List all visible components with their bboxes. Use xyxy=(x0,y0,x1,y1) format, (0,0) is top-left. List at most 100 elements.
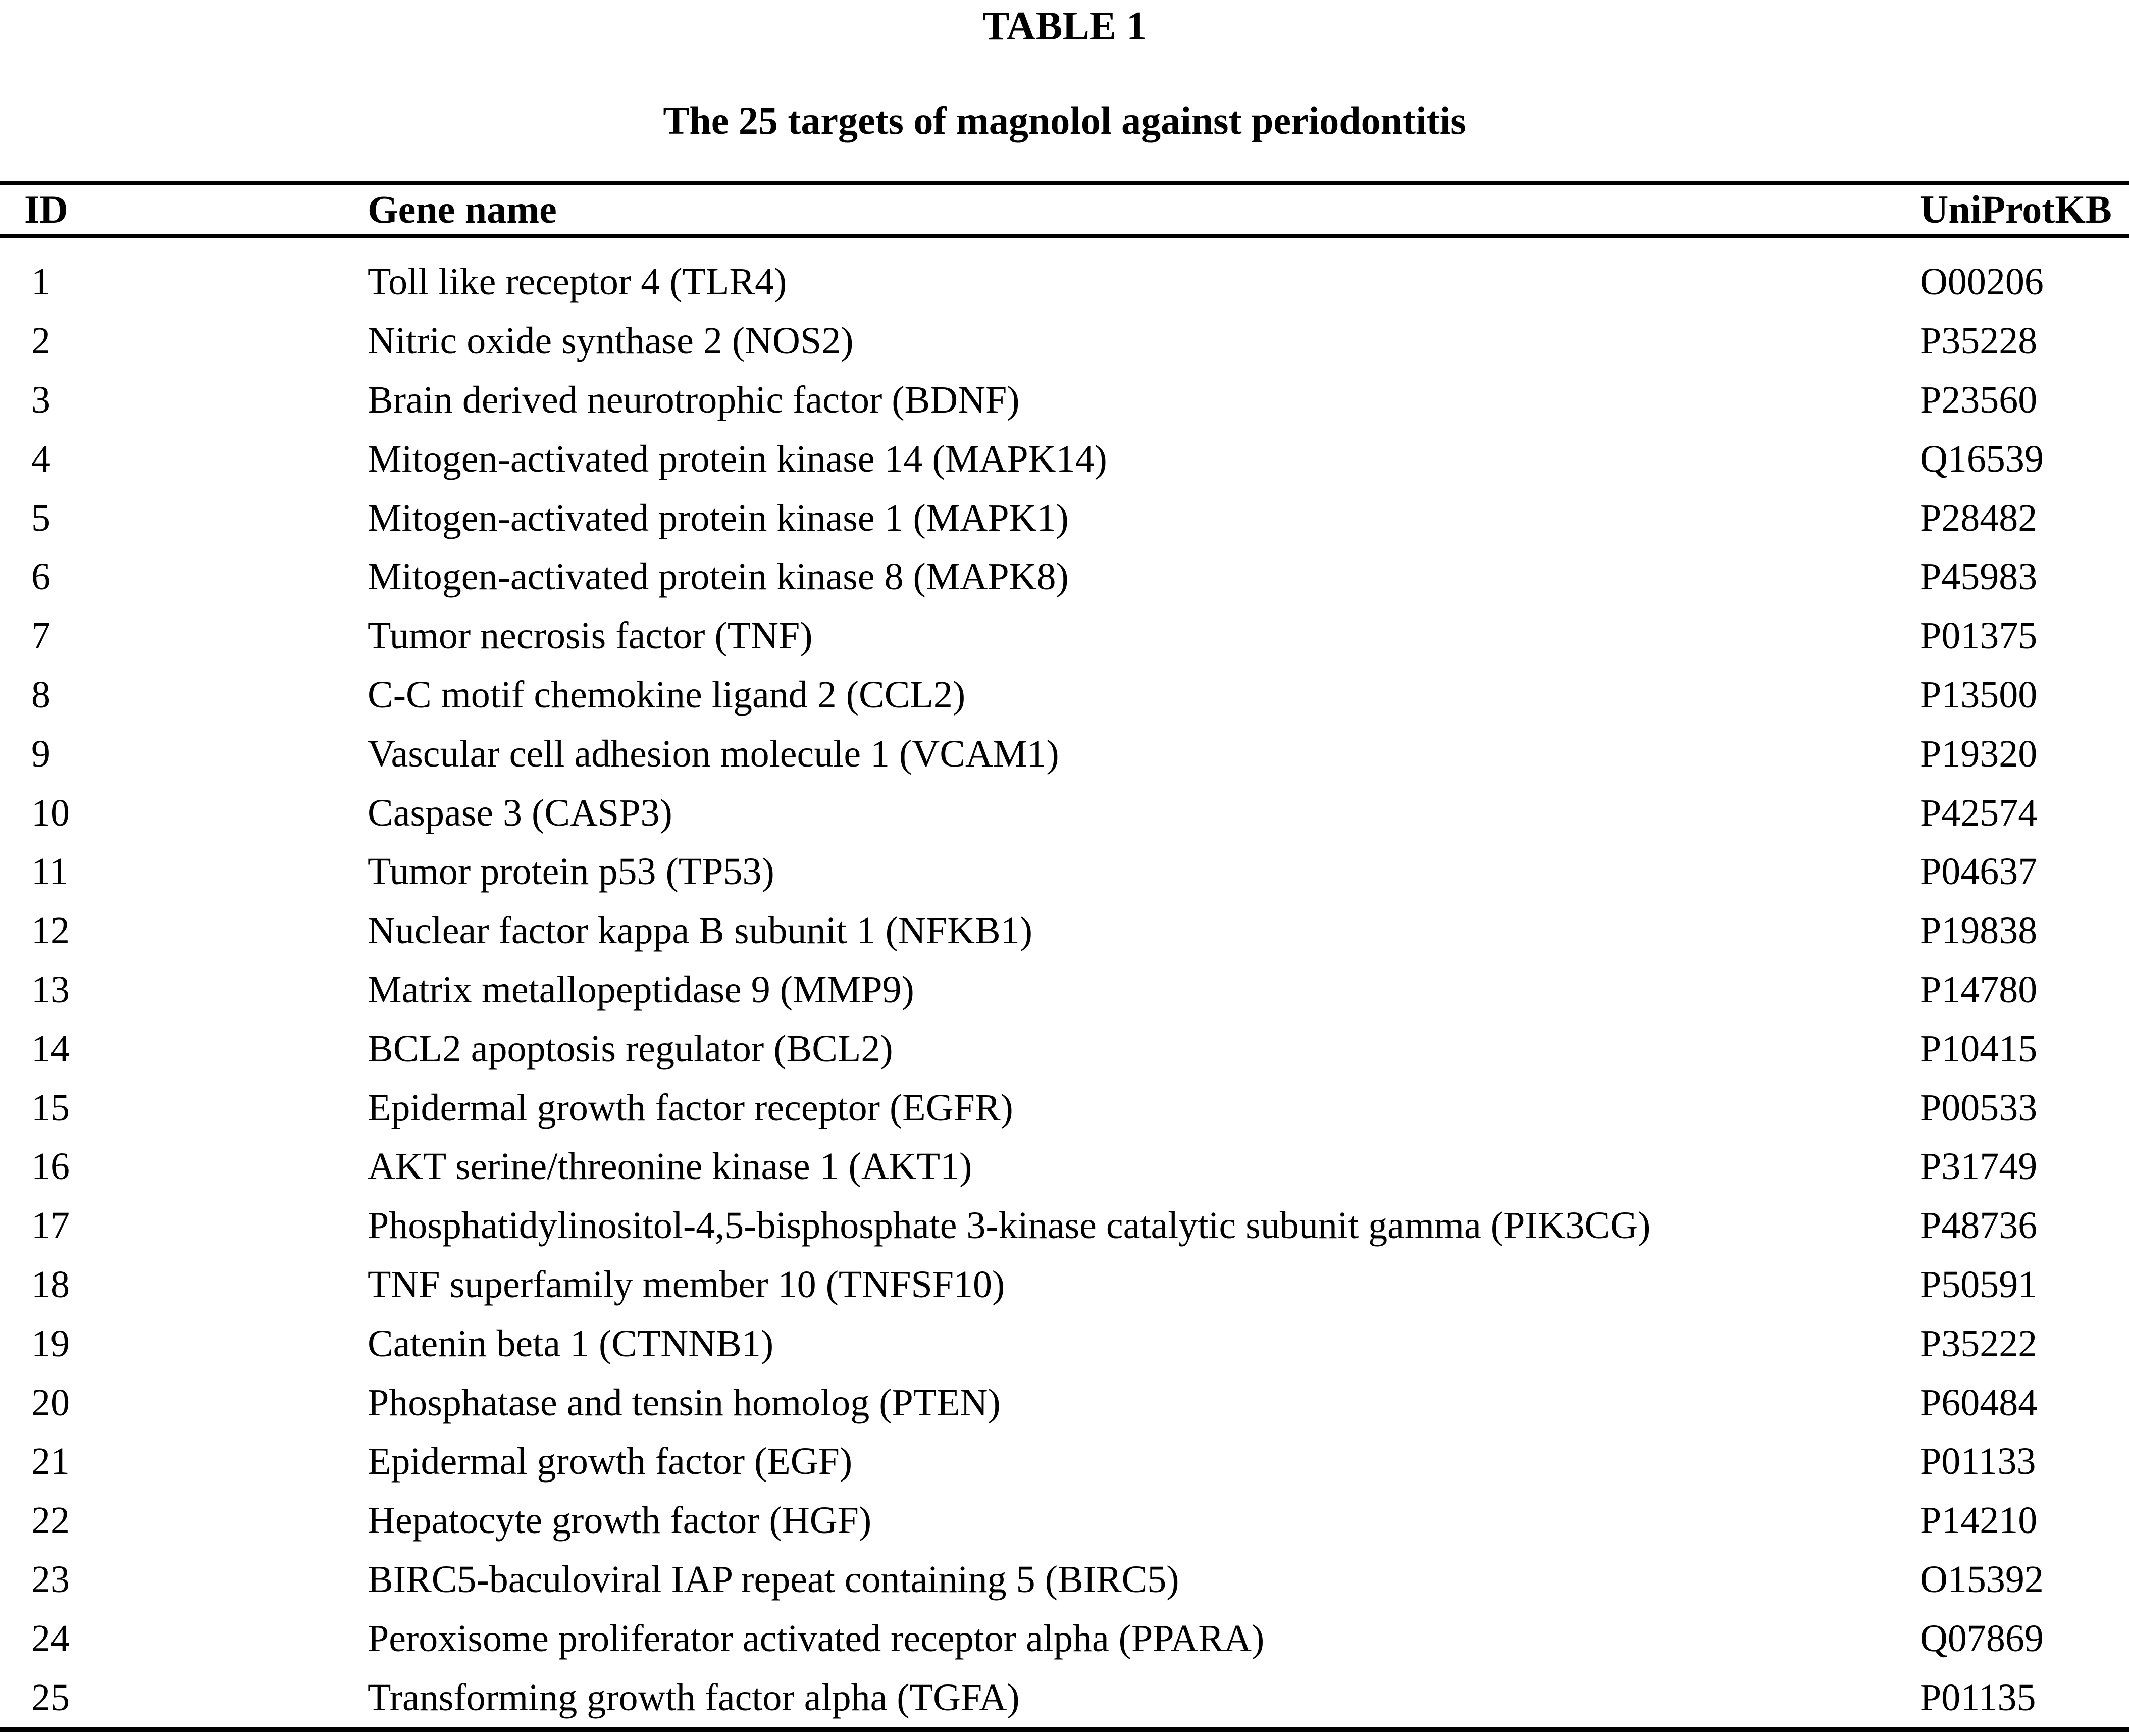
cell-gene-name: Brain derived neurotrophic factor (BDNF) xyxy=(368,378,1020,421)
table-bottom-rule xyxy=(0,1727,2129,1732)
cell-id: 6 xyxy=(31,555,50,598)
cell-uniprotkb: P14210 xyxy=(1920,1499,2038,1542)
cell-id: 24 xyxy=(31,1617,70,1660)
cell-id: 7 xyxy=(31,615,50,657)
cell-id: 23 xyxy=(31,1558,70,1601)
cell-id: 5 xyxy=(31,496,50,539)
cell-gene-name: Epidermal growth factor (EGF) xyxy=(368,1440,853,1483)
table-row: 24 Peroxisome proliferator activated rec… xyxy=(0,1609,2129,1668)
cell-uniprotkb: P50591 xyxy=(1920,1263,2038,1306)
cell-id: 4 xyxy=(31,437,50,480)
cell-id: 18 xyxy=(31,1263,70,1306)
cell-gene-name: AKT serine/threonine kinase 1 (AKT1) xyxy=(368,1145,972,1188)
cell-id: 11 xyxy=(31,850,69,893)
cell-id: 9 xyxy=(31,732,50,775)
table-row: 5 Mitogen-activated protein kinase 1 (MA… xyxy=(0,488,2129,547)
cell-uniprotkb: P35228 xyxy=(1920,320,2038,363)
cell-uniprotkb: P31749 xyxy=(1920,1145,2038,1188)
cell-gene-name: Nitric oxide synthase 2 (NOS2) xyxy=(368,320,854,363)
cell-uniprotkb: P19320 xyxy=(1920,732,2038,775)
table-row: 14 BCL2 apoptosis regulator (BCL2) P1041… xyxy=(0,1019,2129,1078)
cell-id: 17 xyxy=(31,1204,70,1247)
cell-id: 13 xyxy=(31,968,70,1011)
cell-id: 8 xyxy=(31,673,50,716)
table-row: 6 Mitogen-activated protein kinase 8 (MA… xyxy=(0,547,2129,606)
cell-uniprotkb: P01133 xyxy=(1920,1440,2036,1483)
cell-gene-name: Toll like receptor 4 (TLR4) xyxy=(368,261,787,303)
table-row: 22 Hepatocyte growth factor (HGF) P14210 xyxy=(0,1491,2129,1550)
cell-gene-name: Tumor protein p53 (TP53) xyxy=(368,850,774,893)
cell-id: 15 xyxy=(31,1086,70,1129)
table-label: TABLE 1 xyxy=(982,4,1147,48)
cell-uniprotkb: O00206 xyxy=(1920,261,2044,303)
table-row: 10 Caspase 3 (CASP3) P42574 xyxy=(0,783,2129,842)
cell-gene-name: Mitogen-activated protein kinase 1 (MAPK… xyxy=(368,496,1069,539)
cell-id: 1 xyxy=(31,261,50,303)
cell-gene-name: Catenin beta 1 (CTNNB1) xyxy=(368,1322,774,1365)
cell-uniprotkb: P01375 xyxy=(1920,615,2038,657)
cell-id: 14 xyxy=(31,1027,70,1070)
cell-uniprotkb: P00533 xyxy=(1920,1086,2038,1129)
cell-gene-name: C-C motif chemokine ligand 2 (CCL2) xyxy=(368,673,966,716)
cell-gene-name: Nuclear factor kappa B subunit 1 (NFKB1) xyxy=(368,909,1033,952)
cell-uniprotkb: P04637 xyxy=(1920,850,2038,893)
cell-uniprotkb: P28482 xyxy=(1920,496,2038,539)
cell-uniprotkb: P14780 xyxy=(1920,968,2038,1011)
table-row: 12 Nuclear factor kappa B subunit 1 (NFK… xyxy=(0,901,2129,960)
cell-gene-name: Matrix metallopeptidase 9 (MMP9) xyxy=(368,968,914,1011)
table-row: 9 Vascular cell adhesion molecule 1 (VCA… xyxy=(0,724,2129,783)
cell-uniprotkb: P45983 xyxy=(1920,555,2038,598)
cell-id: 21 xyxy=(31,1440,70,1483)
cell-gene-name: Epidermal growth factor receptor (EGFR) xyxy=(368,1086,1013,1129)
table-row: 13 Matrix metallopeptidase 9 (MMP9) P147… xyxy=(0,960,2129,1019)
cell-uniprotkb: Q07869 xyxy=(1920,1617,2044,1660)
cell-id: 19 xyxy=(31,1322,70,1365)
column-header-uniprotkb: UniProtKB xyxy=(1920,187,2112,231)
cell-uniprotkb: P01135 xyxy=(1920,1676,2036,1719)
table-body: 1 Toll like receptor 4 (TLR4) O00206 2 N… xyxy=(0,252,2129,1727)
cell-gene-name: BIRC5-baculoviral IAP repeat containing … xyxy=(368,1558,1179,1601)
cell-id: 25 xyxy=(31,1676,70,1719)
table-row: 2 Nitric oxide synthase 2 (NOS2) P35228 xyxy=(0,312,2129,371)
table-header-row: ID Gene name UniProtKB xyxy=(0,185,2129,234)
cell-gene-name: Peroxisome proliferator activated recept… xyxy=(368,1617,1265,1660)
cell-gene-name: TNF superfamily member 10 (TNFSF10) xyxy=(368,1263,1005,1306)
cell-uniprotkb: O15392 xyxy=(1920,1558,2044,1601)
table-row: 15 Epidermal growth factor receptor (EGF… xyxy=(0,1078,2129,1137)
table-row: 4 Mitogen-activated protein kinase 14 (M… xyxy=(0,429,2129,488)
column-header-id: ID xyxy=(24,187,68,231)
cell-id: 3 xyxy=(31,378,50,421)
cell-gene-name: Caspase 3 (CASP3) xyxy=(368,791,672,834)
cell-id: 12 xyxy=(31,909,70,952)
cell-id: 10 xyxy=(31,791,70,834)
cell-id: 22 xyxy=(31,1499,70,1542)
table-caption: The 25 targets of magnolol against perio… xyxy=(663,98,1466,142)
cell-id: 20 xyxy=(31,1381,70,1424)
table-row: 16 AKT serine/threonine kinase 1 (AKT1) … xyxy=(0,1137,2129,1196)
cell-gene-name: Mitogen-activated protein kinase 14 (MAP… xyxy=(368,437,1107,480)
table-row: 1 Toll like receptor 4 (TLR4) O00206 xyxy=(0,252,2129,312)
cell-uniprotkb: P19838 xyxy=(1920,909,2038,952)
cell-uniprotkb: P35222 xyxy=(1920,1322,2038,1365)
table-row: 11 Tumor protein p53 (TP53) P04637 xyxy=(0,842,2129,901)
table-row: 21 Epidermal growth factor (EGF) P01133 xyxy=(0,1432,2129,1491)
cell-gene-name: Mitogen-activated protein kinase 8 (MAPK… xyxy=(368,555,1069,598)
cell-uniprotkb: P10415 xyxy=(1920,1027,2038,1070)
table-row: 23 BIRC5-baculoviral IAP repeat containi… xyxy=(0,1550,2129,1609)
table-header-rule xyxy=(0,234,2129,238)
cell-gene-name: Hepatocyte growth factor (HGF) xyxy=(368,1499,872,1542)
cell-gene-name: Transforming growth factor alpha (TGFA) xyxy=(368,1676,1020,1719)
cell-uniprotkb: P13500 xyxy=(1920,673,2038,716)
table-top-rule xyxy=(0,181,2129,185)
cell-gene-name: Tumor necrosis factor (TNF) xyxy=(368,615,813,657)
cell-uniprotkb: P42574 xyxy=(1920,791,2038,834)
cell-id: 2 xyxy=(31,320,50,363)
table-row: 3 Brain derived neurotrophic factor (BDN… xyxy=(0,371,2129,430)
table-row: 19 Catenin beta 1 (CTNNB1) P35222 xyxy=(0,1314,2129,1373)
cell-uniprotkb: P48736 xyxy=(1920,1204,2038,1247)
cell-gene-name: Phosphatidylinositol-4,5-bisphosphate 3-… xyxy=(368,1204,1651,1247)
cell-id: 16 xyxy=(31,1145,70,1188)
table-row: 8 C-C motif chemokine ligand 2 (CCL2) P1… xyxy=(0,666,2129,725)
cell-gene-name: BCL2 apoptosis regulator (BCL2) xyxy=(368,1027,893,1070)
